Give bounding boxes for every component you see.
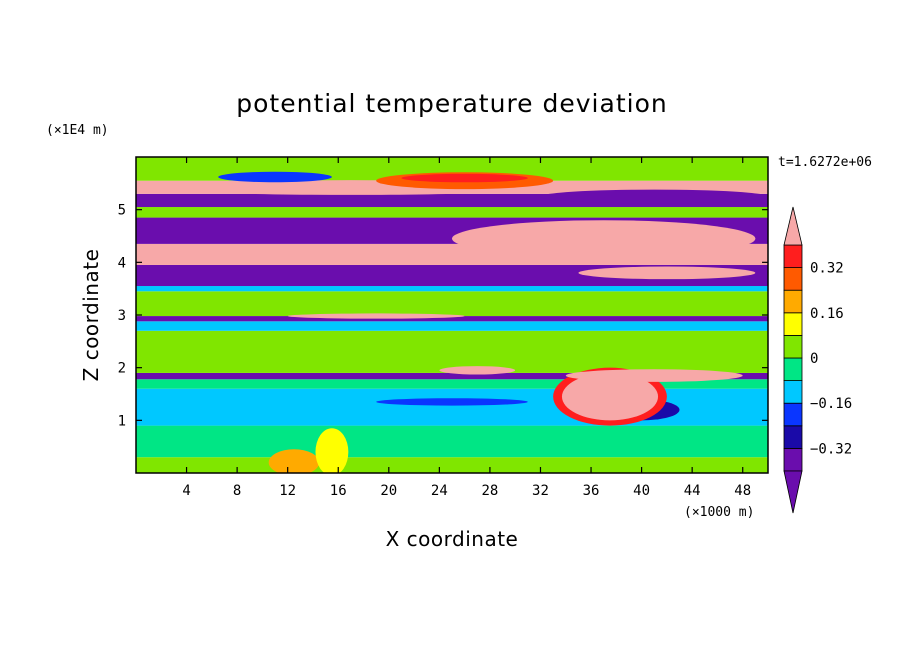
colorbar-segment-5: [783, 334, 803, 359]
colorbar-label-4: −0.32: [810, 441, 852, 457]
contour-band-1: [136, 425, 768, 458]
contour-feature-1: [540, 189, 768, 204]
contour-band-0: [136, 457, 768, 473]
x-tick-label-20: 20: [380, 483, 397, 499]
contour-band-3: [136, 379, 768, 389]
contour-feature-15: [268, 449, 320, 473]
colorbar-segment-0: [783, 447, 803, 472]
time-label: t=1.6272e+06: [778, 155, 872, 170]
contour-feature-12: [561, 372, 659, 421]
colorbar-label-1: 0.16: [810, 306, 844, 322]
colorbar-extend-top: [783, 206, 803, 246]
colorbar-label-3: −0.16: [810, 396, 852, 412]
colorbar-segment-9: [783, 244, 803, 269]
contour-band-7: [136, 316, 768, 322]
colorbar-label-2: 0: [810, 351, 818, 367]
colorbar-segment-2: [783, 402, 803, 427]
contour-feature-7: [578, 266, 756, 280]
contour-feature-6: [136, 246, 364, 263]
colorbar-extend-bottom: [783, 470, 803, 514]
colorbar-segment-3: [783, 380, 803, 404]
x-unit-label: (×1000 m): [684, 505, 754, 520]
contour-feature-3: [401, 173, 528, 183]
contour-band-9: [136, 286, 768, 292]
x-tick-label-8: 8: [233, 483, 241, 499]
y-tick-label-1: 1: [118, 413, 126, 429]
contour-feature-4: [218, 171, 332, 183]
x-tick-label-12: 12: [279, 483, 296, 499]
contour-band-13: [136, 207, 768, 218]
x-tick-label-44: 44: [684, 483, 701, 499]
contour-band-4: [136, 372, 768, 380]
colorbar-segment-7: [783, 289, 803, 314]
y-tick-label-5: 5: [118, 203, 126, 219]
plot-area: [135, 156, 769, 474]
contour-band-8: [136, 291, 768, 317]
x-tick-label-4: 4: [182, 483, 190, 499]
colorbar-segment-6: [783, 312, 803, 336]
contour-band-5: [136, 330, 768, 373]
x-tick-label-40: 40: [633, 483, 650, 499]
x-tick-label-32: 32: [532, 483, 549, 499]
y-axis-label: Z coordinate: [79, 249, 103, 382]
colorbar: 0.32 0.16 0 −0.16 −0.32: [783, 206, 852, 514]
chart-title: potential temperature deviation: [236, 89, 667, 118]
x-tick-label-24: 24: [431, 483, 448, 499]
x-tick-label-16: 16: [330, 483, 347, 499]
contour-feature-16: [315, 428, 349, 473]
x-tick-label-36: 36: [583, 483, 600, 499]
contour-feature-5: [452, 220, 756, 258]
contour-feature-14: [439, 366, 516, 375]
colorbar-segment-8: [783, 267, 803, 291]
y-tick-label-3: 3: [118, 308, 126, 324]
contour-feature-8: [287, 313, 465, 319]
contour-field: [136, 157, 768, 473]
x-tick-label-28: 28: [481, 483, 498, 499]
y-axis: 1 2 3 4 5: [118, 203, 768, 429]
contour-band-6: [136, 321, 768, 331]
y-unit-label: (×1E4 m): [46, 123, 109, 138]
colorbar-segment-1: [783, 425, 803, 449]
x-axis: 4 8 12 16 20 24 28 32 36 40 44 48: [182, 157, 751, 499]
colorbar-segment-4: [783, 357, 803, 382]
x-tick-label-48: 48: [734, 483, 751, 499]
colorbar-label-0: 0.32: [810, 261, 844, 277]
x-axis-label: X coordinate: [386, 527, 519, 551]
y-tick-label-2: 2: [118, 361, 126, 377]
contour-feature-9: [376, 398, 528, 406]
y-tick-label-4: 4: [118, 255, 126, 271]
contour-feature-13: [565, 369, 743, 382]
